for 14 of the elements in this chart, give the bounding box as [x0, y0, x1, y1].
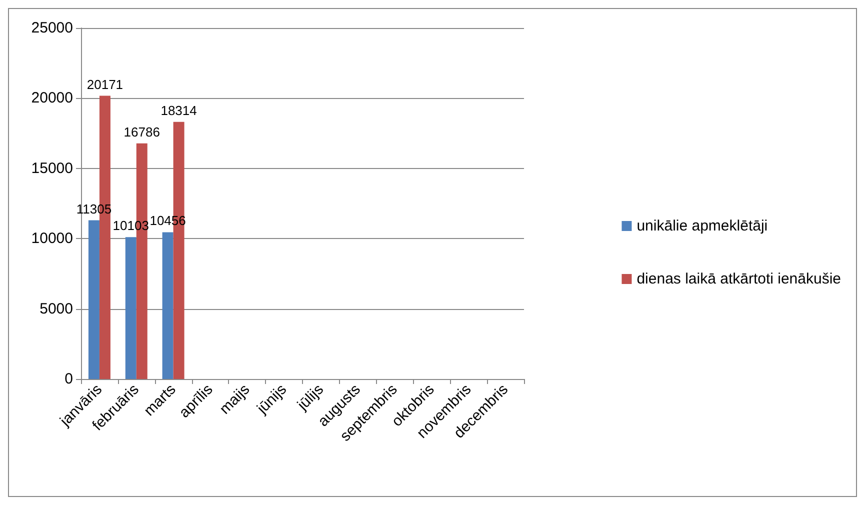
y-tick-label: 20000: [31, 90, 73, 107]
y-tick-label: 25000: [31, 20, 73, 36]
bar: [162, 232, 174, 379]
legend-label: unikālie apmeklētāji: [636, 218, 768, 234]
y-tick-label: 0: [64, 370, 73, 388]
y-tick-label: 5000: [40, 300, 73, 318]
y-tick-label: 15000: [31, 160, 73, 177]
y-tick-label: 10000: [31, 230, 73, 248]
legend-label: dienas laikā atkārtoti ienākušie: [636, 270, 842, 288]
data-label: 18314: [160, 102, 197, 118]
bar: [125, 237, 136, 379]
bar: [88, 220, 100, 379]
data-label: 20171: [86, 76, 124, 92]
data-label: 16786: [124, 124, 160, 140]
